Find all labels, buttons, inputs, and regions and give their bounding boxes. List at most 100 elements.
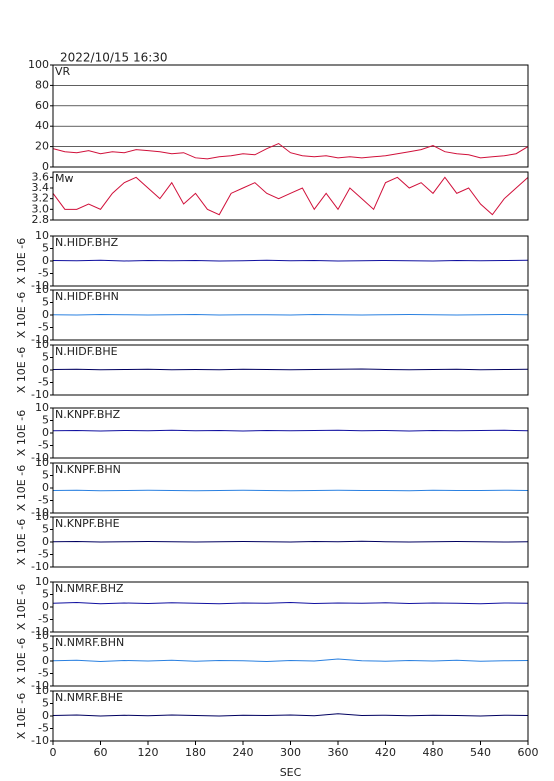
panel-label: VR xyxy=(55,65,71,78)
y-tick-label: -5 xyxy=(38,267,49,280)
y-tick-label: 3.4 xyxy=(32,181,50,194)
panel-label: N.NMRF.BHE xyxy=(55,691,123,704)
y-tick-label: 10 xyxy=(35,684,49,697)
data-line xyxy=(52,313,529,316)
y-axis-label: X 10E -6 xyxy=(15,465,28,511)
y-tick-label: -10 xyxy=(31,451,49,464)
y-tick-label: 5 xyxy=(42,242,49,255)
y-tick-label: 5 xyxy=(42,414,49,427)
data-line xyxy=(52,489,529,492)
data-line xyxy=(52,368,529,371)
y-tick-label: 0 xyxy=(42,308,49,321)
y-tick-label: 10 xyxy=(35,229,49,242)
y-tick-label: -10 xyxy=(31,506,49,519)
y-tick-label: -5 xyxy=(38,667,49,680)
y-tick-label: -10 xyxy=(31,279,49,292)
y-tick-label: 3.0 xyxy=(32,202,50,215)
y-axis-label: X 10E -6 xyxy=(15,693,28,739)
data-line xyxy=(52,142,529,160)
panel-label: N.HIDF.BHE xyxy=(55,345,118,358)
x-tick-label: 480 xyxy=(423,746,444,759)
data-line xyxy=(52,540,529,543)
y-tick-label: 5 xyxy=(42,588,49,601)
data-line xyxy=(52,601,529,605)
y-axis-label: X 10E -6 xyxy=(15,519,28,565)
x-tick-label: 240 xyxy=(233,746,254,759)
y-tick-label: 10 xyxy=(35,401,49,414)
y-tick-label: 0 xyxy=(42,654,49,667)
y-tick-label: 2.8 xyxy=(32,213,50,226)
panel-label: N.HIDF.BHN xyxy=(55,290,119,303)
data-line xyxy=(52,713,529,717)
data-line xyxy=(52,429,529,432)
x-tick-label: 60 xyxy=(94,746,108,759)
y-tick-label: -10 xyxy=(31,560,49,573)
x-axis-label: SEC xyxy=(280,766,302,779)
y-tick-label: 40 xyxy=(35,119,49,132)
y-tick-label: 20 xyxy=(35,140,49,153)
y-tick-label: -10 xyxy=(31,734,49,747)
y-tick-label: 0 xyxy=(42,426,49,439)
y-tick-label: 10 xyxy=(35,456,49,469)
y-tick-label: 3.6 xyxy=(32,170,50,183)
y-tick-label: 0 xyxy=(42,481,49,494)
y-tick-label: 5 xyxy=(42,296,49,309)
y-tick-label: 0 xyxy=(42,709,49,722)
panel-label: N.KNPF.BHZ xyxy=(55,408,121,421)
panel-label: N.HIDF.BHZ xyxy=(55,236,119,249)
y-tick-label: 100 xyxy=(28,58,49,71)
y-tick-label: -5 xyxy=(38,548,49,561)
y-tick-label: 5 xyxy=(42,697,49,710)
panel-label: N.NMRF.BHN xyxy=(55,636,124,649)
y-tick-label: -10 xyxy=(31,333,49,346)
plot-frame xyxy=(52,462,529,514)
plot-frame xyxy=(52,289,529,341)
y-tick-label: 5 xyxy=(42,351,49,364)
y-tick-label: 5 xyxy=(42,642,49,655)
y-axis-label: X 10E -6 xyxy=(15,292,28,338)
panel-label: N.KNPF.BHN xyxy=(55,463,121,476)
chart-title: 2022/10/15 16:30 xyxy=(60,51,168,65)
y-tick-label: 5 xyxy=(42,523,49,536)
x-tick-label: 600 xyxy=(518,746,539,759)
y-tick-label: 80 xyxy=(35,78,49,91)
plot-frame xyxy=(52,344,529,396)
panel-label: Mw xyxy=(55,172,74,185)
panel-label: N.NMRF.BHZ xyxy=(55,582,124,595)
plot-frame xyxy=(52,235,529,287)
y-axis-label: X 10E -6 xyxy=(15,347,28,393)
x-tick-label: 360 xyxy=(328,746,349,759)
data-line xyxy=(52,259,529,262)
x-tick-label: 120 xyxy=(138,746,159,759)
plot-frame xyxy=(52,516,529,568)
y-tick-label: 5 xyxy=(42,469,49,482)
y-tick-label: 0 xyxy=(42,160,49,173)
data-line xyxy=(52,176,529,216)
y-tick-label: 3.2 xyxy=(32,192,50,205)
plot-frame xyxy=(52,581,529,633)
x-tick-label: 0 xyxy=(50,746,57,759)
y-axis-label: X 10E -6 xyxy=(15,638,28,684)
y-tick-label: 0 xyxy=(42,535,49,548)
y-tick-label: -5 xyxy=(38,613,49,626)
data-line xyxy=(52,658,529,663)
plot-frame xyxy=(52,64,529,168)
x-tick-label: 180 xyxy=(185,746,206,759)
y-tick-label: -10 xyxy=(31,679,49,692)
y-tick-label: -5 xyxy=(38,439,49,452)
y-tick-label: 10 xyxy=(35,338,49,351)
y-tick-label: 0 xyxy=(42,600,49,613)
y-tick-label: 10 xyxy=(35,283,49,296)
y-tick-label: 10 xyxy=(35,510,49,523)
y-tick-label: 60 xyxy=(35,99,49,112)
plot-frame xyxy=(52,407,529,459)
y-tick-label: -5 xyxy=(38,376,49,389)
y-tick-label: -5 xyxy=(38,494,49,507)
y-tick-label: 10 xyxy=(35,629,49,642)
y-tick-label: -5 xyxy=(38,722,49,735)
y-tick-label: -10 xyxy=(31,625,49,638)
plot-frame xyxy=(52,171,529,221)
y-tick-label: 0 xyxy=(42,363,49,376)
panel-label: N.KNPF.BHE xyxy=(55,517,120,530)
